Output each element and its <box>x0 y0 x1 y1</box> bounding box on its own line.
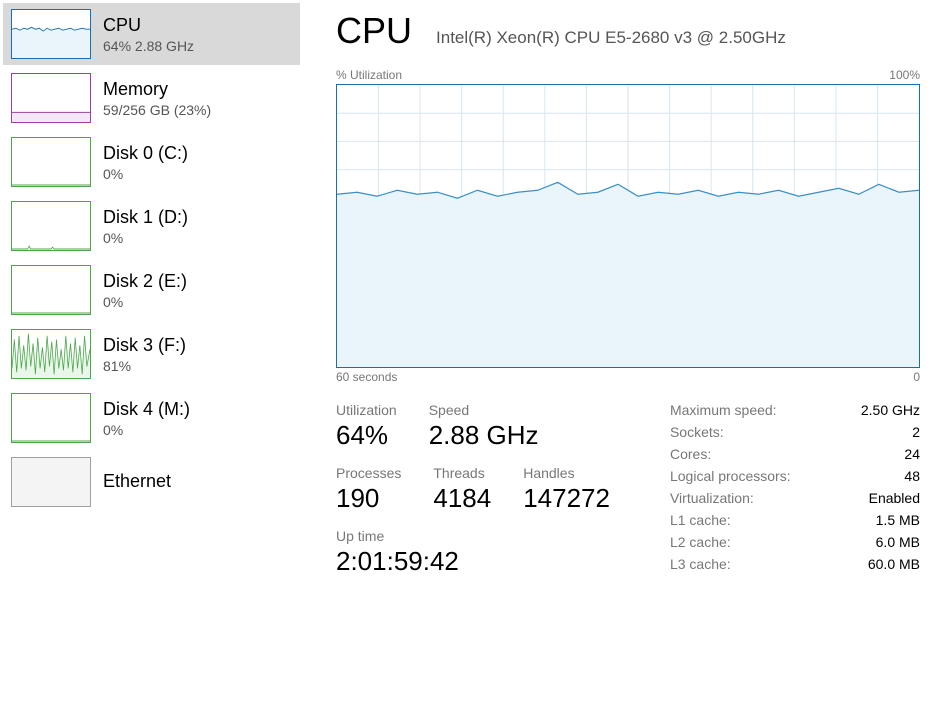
sidebar-item-title: Disk 2 (E:) <box>103 271 292 292</box>
sidebar-item-sub: 0% <box>103 422 292 438</box>
sidebar-item-sub: 64% 2.88 GHz <box>103 38 292 54</box>
stat-row: Utilization 64% Speed 2.88 GHz <box>336 402 610 451</box>
stat-label: Up time <box>336 528 459 544</box>
stat-label: Threads <box>433 465 491 481</box>
disk0-thumb <box>11 137 91 187</box>
spec-label: Cores: <box>670 446 711 462</box>
spec-row: Cores: 24 <box>670 446 920 462</box>
header: CPU Intel(R) Xeon(R) CPU E5-2680 v3 @ 2.… <box>336 10 920 52</box>
spec-label: Logical processors: <box>670 468 791 484</box>
stat-value: 4184 <box>433 483 491 514</box>
spec-label: Virtualization: <box>670 490 754 506</box>
spec-value: 2 <box>912 424 920 440</box>
stat-row: Up time 2:01:59:42 <box>336 528 610 577</box>
stat-block: Speed 2.88 GHz <box>429 402 539 451</box>
spec-label: L3 cache: <box>670 556 731 572</box>
memory-thumb <box>11 73 91 123</box>
sidebar-item-sub: 0% <box>103 166 292 182</box>
sidebar-item-disk1[interactable]: Disk 1 (D:) 0% <box>3 195 300 257</box>
ethernet-thumb <box>11 457 91 507</box>
stat-label: Utilization <box>336 402 397 418</box>
stats: Utilization 64% Speed 2.88 GHz Processes 190 T… <box>336 402 920 591</box>
stat-value: 147272 <box>523 483 610 514</box>
stat-row: Processes 190 Threads 4184 Handles 147272 <box>336 465 610 514</box>
spec-value: 2.50 GHz <box>861 402 920 418</box>
spec-label: Sockets: <box>670 424 724 440</box>
sidebar-item-sub: 59/256 GB (23%) <box>103 102 292 118</box>
spec-label: L1 cache: <box>670 512 731 528</box>
sidebar-item-disk2[interactable]: Disk 2 (E:) 0% <box>3 259 300 321</box>
stat-block: Processes 190 <box>336 465 401 514</box>
spec-value: 1.5 MB <box>876 512 920 528</box>
cpu-model: Intel(R) Xeon(R) CPU E5-2680 v3 @ 2.50GH… <box>436 28 786 48</box>
stat-label: Handles <box>523 465 610 481</box>
spec-row: Sockets: 2 <box>670 424 920 440</box>
spec-value: 6.0 MB <box>876 534 920 550</box>
stat-value: 190 <box>336 483 401 514</box>
spec-row: Maximum speed: 2.50 GHz <box>670 402 920 418</box>
spec-row: L3 cache: 60.0 MB <box>670 556 920 572</box>
chart-label-util: % Utilization <box>336 68 402 82</box>
sidebar-item-cpu[interactable]: CPU 64% 2.88 GHz <box>3 3 300 65</box>
stat-block: Up time 2:01:59:42 <box>336 528 459 577</box>
cpu-utilization-chart <box>336 84 920 368</box>
spec-row: L1 cache: 1.5 MB <box>670 512 920 528</box>
sidebar-item-title: Memory <box>103 79 292 100</box>
sidebar-item-sub: 0% <box>103 230 292 246</box>
stat-value: 64% <box>336 420 397 451</box>
sidebar-item-title: Disk 4 (M:) <box>103 399 292 420</box>
sidebar-item-disk0[interactable]: Disk 0 (C:) 0% <box>3 131 300 193</box>
disk4-thumb <box>11 393 91 443</box>
cpu-thumb <box>11 9 91 59</box>
main-panel: CPU Intel(R) Xeon(R) CPU E5-2680 v3 @ 2.… <box>300 0 948 718</box>
disk2-thumb <box>11 265 91 315</box>
spec-value: 48 <box>904 468 920 484</box>
stats-left: Utilization 64% Speed 2.88 GHz Processes 190 T… <box>336 402 610 591</box>
stat-label: Processes <box>336 465 401 481</box>
chart-label-right: 0 <box>913 370 920 384</box>
sidebar-item-title: Ethernet <box>103 471 292 492</box>
sidebar-item-memory[interactable]: Memory 59/256 GB (23%) <box>3 67 300 129</box>
disk3-thumb <box>11 329 91 379</box>
sidebar-item-disk3[interactable]: Disk 3 (F:) 81% <box>3 323 300 385</box>
sidebar-item-title: CPU <box>103 15 292 36</box>
sidebar-item-sub: 0% <box>103 294 292 310</box>
sidebar[interactable]: CPU 64% 2.88 GHz Memory 59/256 GB (23%) Disk… <box>0 0 300 718</box>
spec-value: 60.0 MB <box>868 556 920 572</box>
stat-block: Threads 4184 <box>433 465 491 514</box>
spec-value: Enabled <box>869 490 920 506</box>
sidebar-item-disk4[interactable]: Disk 4 (M:) 0% <box>3 387 300 449</box>
stat-value: 2.88 GHz <box>429 420 539 451</box>
chart-label-left: 60 seconds <box>336 370 397 384</box>
page-title: CPU <box>336 10 412 52</box>
stat-label: Speed <box>429 402 539 418</box>
spec-label: L2 cache: <box>670 534 731 550</box>
stat-block: Utilization 64% <box>336 402 397 451</box>
disk1-thumb <box>11 201 91 251</box>
chart-label-max: 100% <box>889 68 920 82</box>
spec-row: L2 cache: 6.0 MB <box>670 534 920 550</box>
sidebar-item-ethernet[interactable]: Ethernet <box>3 451 300 513</box>
spec-value: 24 <box>904 446 920 462</box>
chart-top-labels: % Utilization 100% <box>336 68 920 82</box>
stats-right: Maximum speed: 2.50 GHz Sockets: 2 Cores: 24 L… <box>670 402 920 591</box>
spec-row: Virtualization: Enabled <box>670 490 920 506</box>
spec-label: Maximum speed: <box>670 402 777 418</box>
sidebar-item-sub: 81% <box>103 358 292 374</box>
sidebar-item-title: Disk 0 (C:) <box>103 143 292 164</box>
sidebar-item-title: Disk 3 (F:) <box>103 335 292 356</box>
stat-value: 2:01:59:42 <box>336 546 459 577</box>
stat-block: Handles 147272 <box>523 465 610 514</box>
spec-row: Logical processors: 48 <box>670 468 920 484</box>
sidebar-item-title: Disk 1 (D:) <box>103 207 292 228</box>
chart-bottom-labels: 60 seconds 0 <box>336 370 920 384</box>
